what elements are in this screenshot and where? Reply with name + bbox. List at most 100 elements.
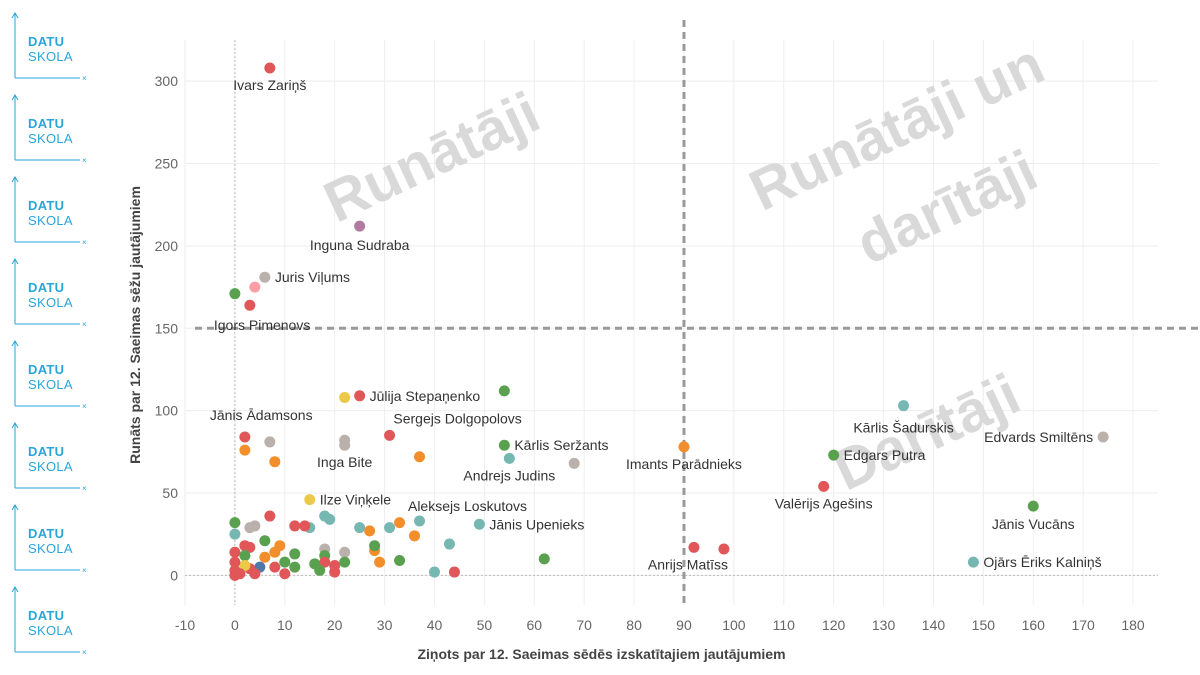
x-tick-label: 120 — [822, 617, 846, 633]
data-point[interactable] — [259, 551, 271, 563]
data-point[interactable] — [568, 457, 580, 469]
data-point[interactable] — [678, 441, 690, 453]
data-point[interactable] — [443, 538, 455, 550]
data-point[interactable] — [339, 439, 351, 451]
data-point[interactable] — [354, 390, 366, 402]
data-point[interactable] — [384, 522, 396, 534]
data-point[interactable] — [374, 556, 386, 568]
data-point[interactable] — [473, 518, 485, 530]
data-point[interactable] — [329, 566, 341, 578]
point-label: Jānis Ādamsons — [210, 407, 313, 423]
quadrant-label: Runātāji — [314, 80, 549, 236]
svg-text:×: × — [82, 156, 87, 165]
point-labels: Ivars Zariņš Inguna Sudraba Juris Viļums Ig… — [210, 77, 1102, 572]
data-point[interactable] — [319, 556, 331, 568]
data-point[interactable] — [354, 220, 366, 232]
data-point[interactable] — [828, 449, 840, 461]
data-point[interactable] — [384, 429, 396, 441]
datu-skola-logo: × DATU SKOLA — [10, 502, 100, 582]
data-point[interactable] — [967, 556, 979, 568]
data-point[interactable] — [264, 62, 276, 74]
data-point[interactable] — [414, 451, 426, 463]
datu-skola-logo: × DATU SKOLA — [10, 338, 100, 418]
data-point[interactable] — [239, 550, 251, 562]
data-point[interactable] — [364, 525, 376, 537]
data-point[interactable] — [369, 540, 381, 552]
point-label: Ilze Viņķele — [320, 492, 392, 508]
point-label: Jānis Vucāns — [992, 516, 1075, 532]
logo-line2: SKOLA — [28, 213, 73, 228]
data-point[interactable] — [269, 546, 281, 558]
data-point[interactable] — [503, 452, 515, 464]
data-point[interactable] — [269, 561, 281, 573]
data-point[interactable] — [279, 568, 291, 580]
data-point[interactable] — [229, 546, 241, 558]
data-point[interactable] — [1097, 431, 1109, 443]
logo-axes-icon: × — [11, 176, 87, 247]
logo-line1: DATU — [28, 116, 65, 131]
data-point[interactable] — [289, 561, 301, 573]
data-point[interactable] — [354, 522, 366, 534]
gridlines — [184, 40, 1158, 605]
data-point[interactable] — [264, 510, 276, 522]
data-point[interactable] — [229, 517, 241, 529]
data-point[interactable] — [394, 555, 406, 567]
data-point[interactable] — [249, 281, 261, 293]
data-point[interactable] — [538, 553, 550, 565]
point-label: Aleksejs Loskutovs — [408, 498, 527, 514]
data-point[interactable] — [289, 548, 301, 560]
data-point[interactable] — [409, 530, 421, 542]
x-tick-label: 60 — [526, 617, 542, 633]
data-point[interactable] — [818, 480, 830, 492]
data-point[interactable] — [339, 546, 351, 558]
data-point[interactable] — [1027, 500, 1039, 512]
data-point[interactable] — [229, 569, 241, 581]
data-point[interactable] — [239, 540, 251, 552]
x-tick-label: 100 — [722, 617, 746, 633]
data-point[interactable] — [244, 522, 256, 534]
data-point[interactable] — [269, 456, 281, 468]
data-point[interactable] — [239, 559, 251, 571]
data-point[interactable] — [339, 391, 351, 403]
x-tick-label: 110 — [773, 617, 796, 633]
logo-axes-icon: × — [11, 586, 87, 657]
x-tick-label: 40 — [427, 617, 443, 633]
logo-line2: SKOLA — [28, 131, 73, 146]
logo-line1: DATU — [28, 198, 65, 213]
point-label: Jānis Upenieks — [489, 516, 584, 532]
data-point[interactable] — [239, 444, 251, 456]
data-point[interactable] — [448, 566, 460, 578]
data-point[interactable] — [688, 541, 700, 553]
data-point[interactable] — [498, 385, 510, 397]
data-point[interactable] — [299, 520, 311, 532]
data-point[interactable] — [309, 558, 321, 570]
point-label: Valērijs Agešins — [775, 495, 873, 511]
data-point[interactable] — [259, 271, 271, 283]
data-point[interactable] — [264, 436, 276, 448]
logo-line1: DATU — [28, 444, 65, 459]
data-point[interactable] — [244, 299, 256, 311]
data-point[interactable] — [239, 431, 251, 443]
data-points — [229, 62, 1109, 581]
data-point[interactable] — [414, 515, 426, 527]
datu-skola-logo: × DATU SKOLA — [10, 92, 100, 172]
data-point[interactable] — [394, 517, 406, 529]
data-point[interactable] — [259, 535, 271, 547]
data-point[interactable] — [229, 556, 241, 568]
data-point[interactable] — [898, 400, 910, 412]
data-point[interactable] — [304, 494, 316, 506]
data-point[interactable] — [229, 528, 241, 540]
data-point[interactable] — [498, 439, 510, 451]
data-point[interactable] — [339, 556, 351, 568]
data-point[interactable] — [428, 566, 440, 578]
point-label: Andrejs Judins — [463, 467, 555, 483]
datu-skola-logo: × DATU SKOLA — [10, 256, 100, 336]
svg-text:×: × — [82, 566, 87, 575]
data-point[interactable] — [289, 520, 301, 532]
logo-axes-icon: × — [11, 258, 87, 329]
data-point[interactable] — [229, 288, 241, 300]
data-point[interactable] — [279, 556, 291, 568]
data-point[interactable] — [718, 543, 730, 555]
data-point[interactable] — [319, 510, 331, 522]
